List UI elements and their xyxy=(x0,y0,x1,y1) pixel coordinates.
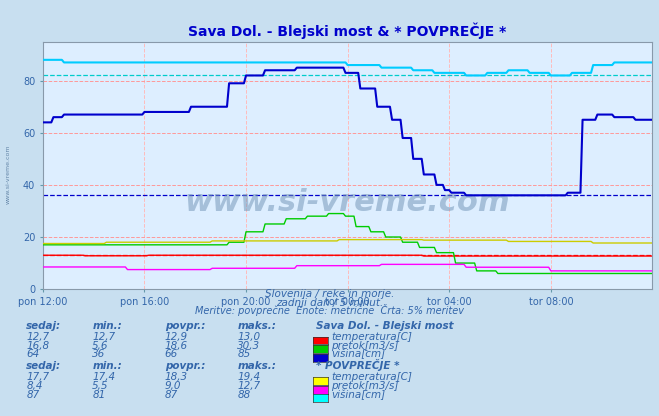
Text: 88: 88 xyxy=(237,390,250,400)
Text: Slovenija / reke in morje.: Slovenija / reke in morje. xyxy=(265,290,394,300)
Text: maks.:: maks.: xyxy=(237,321,276,331)
Text: 12,7: 12,7 xyxy=(26,332,49,342)
Text: 87: 87 xyxy=(26,390,40,400)
Text: višina[cm]: višina[cm] xyxy=(331,389,386,400)
Text: 30,3: 30,3 xyxy=(237,341,260,351)
Text: 13,0: 13,0 xyxy=(237,332,260,342)
Text: 36: 36 xyxy=(92,349,105,359)
Text: 9,0: 9,0 xyxy=(165,381,181,391)
Text: 19,4: 19,4 xyxy=(237,372,260,382)
Text: povpr.:: povpr.: xyxy=(165,321,205,331)
Text: 87: 87 xyxy=(165,390,178,400)
Text: * POVPREČJE *: * POVPREČJE * xyxy=(316,359,400,371)
Text: min.:: min.: xyxy=(92,321,122,331)
Text: 18,3: 18,3 xyxy=(165,372,188,382)
Text: sedaj:: sedaj: xyxy=(26,321,61,331)
Text: www.si-vreme.com: www.si-vreme.com xyxy=(185,188,511,217)
Text: 8,4: 8,4 xyxy=(26,381,43,391)
Text: 17,7: 17,7 xyxy=(26,372,49,382)
Text: 12,7: 12,7 xyxy=(92,332,115,342)
Text: Sava Dol. - Blejski most: Sava Dol. - Blejski most xyxy=(316,321,454,331)
Text: min.:: min.: xyxy=(92,361,122,371)
Text: 12,7: 12,7 xyxy=(237,381,260,391)
Text: višina[cm]: višina[cm] xyxy=(331,349,386,359)
Text: pretok[m3/s]: pretok[m3/s] xyxy=(331,341,399,351)
Text: 81: 81 xyxy=(92,390,105,400)
Text: 17,4: 17,4 xyxy=(92,372,115,382)
Text: 66: 66 xyxy=(165,349,178,359)
Text: 5,6: 5,6 xyxy=(92,341,109,351)
Text: 5,5: 5,5 xyxy=(92,381,109,391)
Text: www.si-vreme.com: www.si-vreme.com xyxy=(5,145,11,205)
Text: 85: 85 xyxy=(237,349,250,359)
Text: sedaj:: sedaj: xyxy=(26,361,61,371)
Text: 12,9: 12,9 xyxy=(165,332,188,342)
Text: 18,6: 18,6 xyxy=(165,341,188,351)
Text: Meritve: povprečne  Enote: metrične  Črta: 5% meritev: Meritve: povprečne Enote: metrične Črta:… xyxy=(195,304,464,316)
Text: 16,8: 16,8 xyxy=(26,341,49,351)
Text: 64: 64 xyxy=(26,349,40,359)
Text: temperatura[C]: temperatura[C] xyxy=(331,372,413,382)
Text: pretok[m3/s]: pretok[m3/s] xyxy=(331,381,399,391)
Text: maks.:: maks.: xyxy=(237,361,276,371)
Text: zadnji dan / 5 minut.: zadnji dan / 5 minut. xyxy=(276,298,383,308)
Text: temperatura[C]: temperatura[C] xyxy=(331,332,413,342)
Title: Sava Dol. - Blejski most & * POVPREČJE *: Sava Dol. - Blejski most & * POVPREČJE * xyxy=(188,22,507,39)
Text: povpr.:: povpr.: xyxy=(165,361,205,371)
